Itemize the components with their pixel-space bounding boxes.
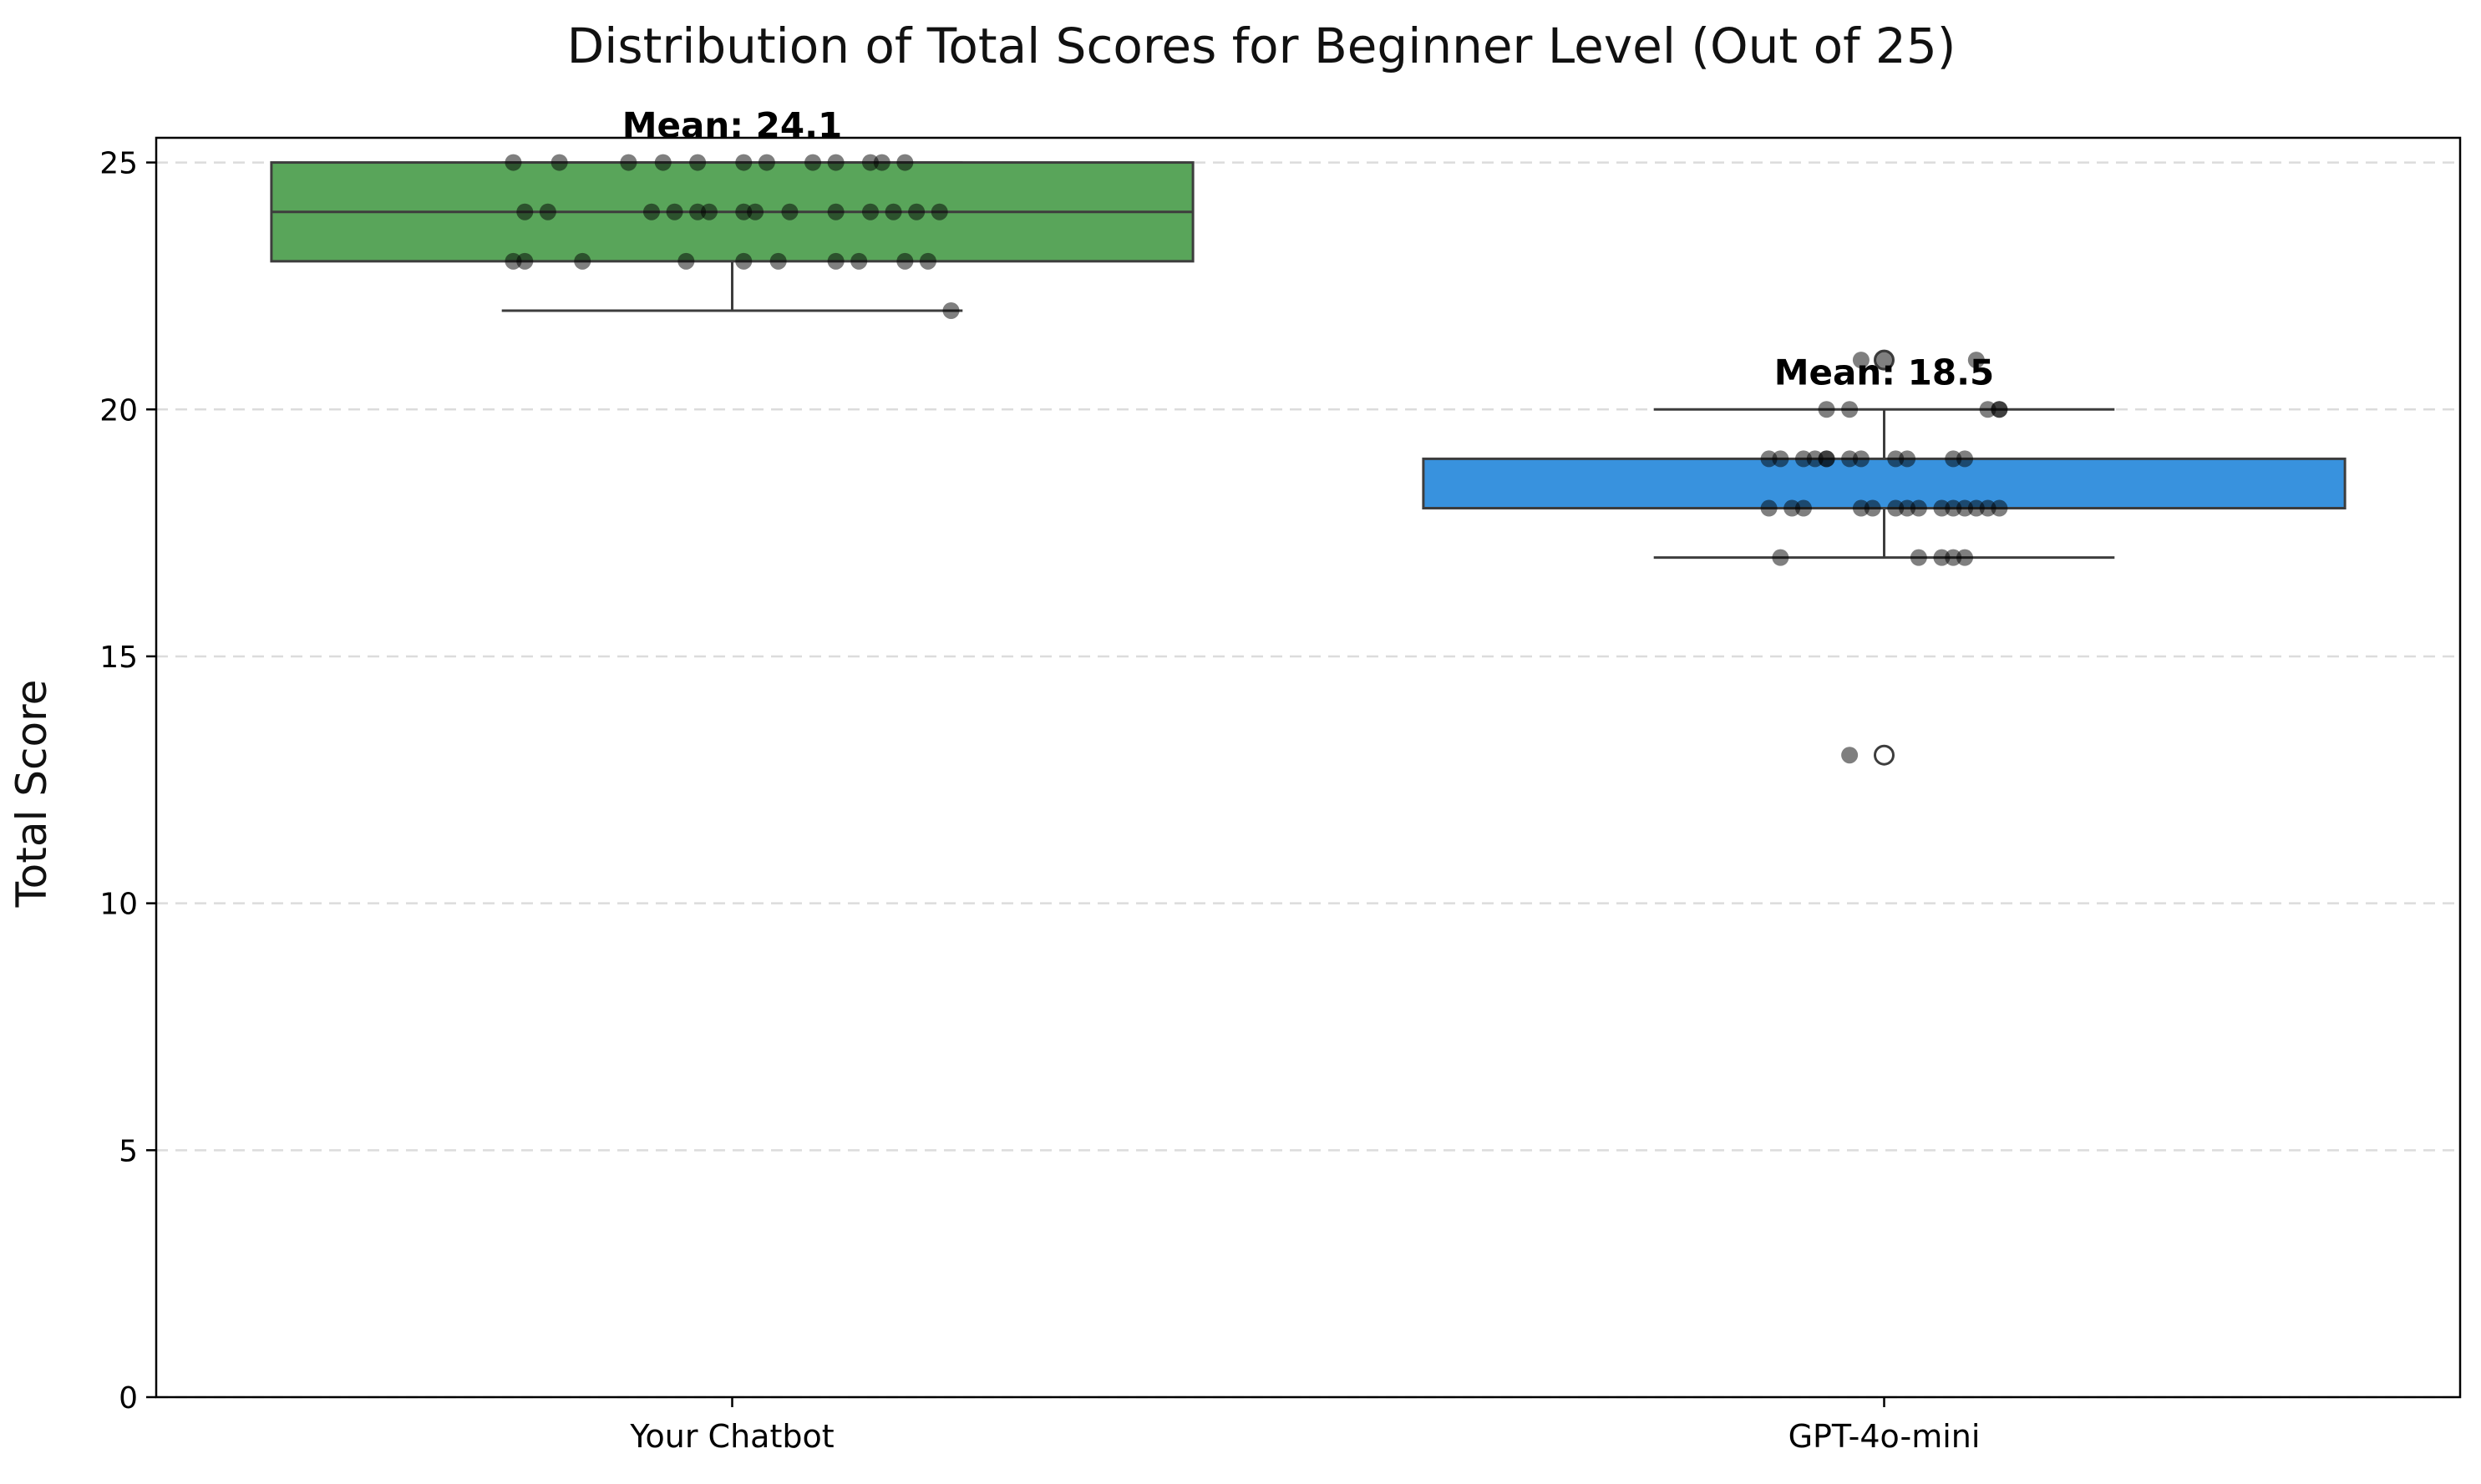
data-point <box>550 154 568 171</box>
chart-title: Distribution of Total Scores for Beginne… <box>567 18 1956 74</box>
data-point <box>516 252 534 270</box>
mean-label: Mean: 24.1 <box>622 105 843 146</box>
data-point <box>505 252 522 270</box>
data-point <box>850 252 868 270</box>
data-point <box>1864 499 1881 517</box>
data-point <box>700 203 718 220</box>
data-point <box>1967 352 1985 369</box>
data-point <box>1841 401 1859 418</box>
data-point <box>516 203 534 220</box>
data-point <box>769 252 787 270</box>
data-point <box>505 154 522 171</box>
x-tick-label: GPT-4o-mini <box>1788 1418 1981 1455</box>
y-tick-label: 25 <box>99 147 138 181</box>
data-point <box>1933 549 1951 566</box>
data-point <box>666 203 683 220</box>
data-point <box>1794 450 1812 468</box>
data-point <box>827 252 845 270</box>
data-point <box>735 252 753 270</box>
data-point <box>620 154 637 171</box>
data-point <box>747 203 764 220</box>
data-point <box>885 203 902 220</box>
outlier-marker <box>1874 744 1895 766</box>
data-point <box>1760 499 1778 517</box>
data-point <box>1818 450 1835 468</box>
y-tick-label: 5 <box>119 1134 138 1168</box>
data-point <box>1910 549 1927 566</box>
data-point <box>919 252 936 270</box>
data-point <box>1875 352 1893 369</box>
data-point <box>1956 450 1974 468</box>
data-point <box>896 154 914 171</box>
data-point <box>1887 499 1905 517</box>
y-tick-label: 10 <box>99 888 138 922</box>
data-point <box>1956 499 1974 517</box>
data-point <box>689 203 707 220</box>
data-point <box>1841 450 1859 468</box>
data-point <box>677 252 695 270</box>
data-point <box>1772 549 1789 566</box>
data-point <box>1967 499 1985 517</box>
x-tick-label: Your Chatbot <box>629 1418 834 1455</box>
data-point <box>1852 450 1870 468</box>
data-point <box>896 252 914 270</box>
data-point <box>1945 549 1962 566</box>
mean-label: Mean: 18.5 <box>1774 352 1995 393</box>
data-point <box>689 154 707 171</box>
y-axis-label: Total Score <box>8 680 56 909</box>
data-point <box>1979 401 1996 418</box>
data-point <box>804 154 822 171</box>
data-point <box>1945 450 1962 468</box>
data-point <box>1887 450 1905 468</box>
data-point <box>642 203 660 220</box>
data-point <box>1933 499 1951 517</box>
data-point <box>1783 499 1801 517</box>
data-point <box>908 203 926 220</box>
data-point <box>1852 499 1870 517</box>
data-point <box>1818 401 1835 418</box>
y-tick-label: 0 <box>119 1381 138 1416</box>
data-point <box>1910 499 1927 517</box>
y-tick-label: 20 <box>99 393 138 428</box>
data-point <box>942 301 960 319</box>
data-point <box>539 203 556 220</box>
data-point <box>1899 499 1916 517</box>
data-point <box>1991 499 2008 517</box>
data-point <box>1760 450 1778 468</box>
data-point <box>1794 499 1812 517</box>
data-point <box>827 154 845 171</box>
data-point <box>861 154 879 171</box>
data-point <box>931 203 948 220</box>
box-gpt-4o-mini <box>1422 457 2347 510</box>
data-point <box>1991 401 2008 418</box>
data-point <box>861 203 879 220</box>
data-point <box>735 154 753 171</box>
data-point <box>1841 747 1859 764</box>
data-point <box>781 203 799 220</box>
data-point <box>827 203 845 220</box>
data-point <box>1772 450 1789 468</box>
data-point <box>654 154 672 171</box>
plot-area: Mean: 24.1 Mean: 18.5 0 5 10 15 20 25 Your Chatb… <box>99 105 2462 1455</box>
data-point <box>574 252 591 270</box>
data-point <box>1956 549 1974 566</box>
y-tick-label: 15 <box>99 641 138 675</box>
data-point <box>1979 499 1996 517</box>
data-point <box>1852 352 1870 369</box>
data-point <box>758 154 775 171</box>
data-point <box>1945 499 1962 517</box>
data-point <box>873 154 890 171</box>
outlier-marker <box>1874 349 1895 371</box>
data-point <box>1899 450 1916 468</box>
data-point <box>735 203 753 220</box>
data-point <box>1806 450 1824 468</box>
plot-frame <box>155 136 2462 1399</box>
